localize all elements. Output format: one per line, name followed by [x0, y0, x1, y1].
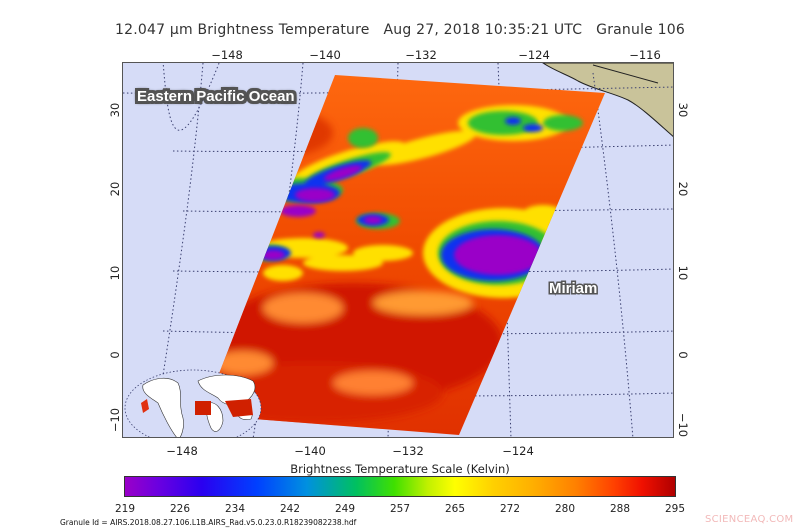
- colorbar-title: Brightness Temperature Scale (Kelvin): [290, 462, 510, 476]
- colorbar-tick: 265: [444, 503, 466, 515]
- colorbar-tick: 288: [609, 503, 631, 515]
- inset-world-map: [124, 369, 262, 437]
- left-lat-tick: −10: [108, 407, 122, 433]
- top-lon-tick: −124: [518, 48, 550, 62]
- colorbar-tick: 249: [334, 503, 356, 515]
- ocean-label: Eastern Pacific Ocean: [137, 88, 295, 105]
- map-panel[interactable]: Eastern Pacific Ocean Miriam: [122, 62, 674, 438]
- left-lat-tick: 30: [108, 102, 122, 118]
- map-graphic: Eastern Pacific Ocean Miriam: [123, 63, 673, 437]
- bottom-lon-tick: −124: [502, 444, 534, 458]
- granule-id: Granule Id = AIRS.2018.08.27.106.L1B.AIR…: [60, 518, 357, 527]
- colorbar-tick: 295: [664, 503, 686, 515]
- right-lat-tick: 20: [676, 181, 690, 197]
- storm-label: Miriam: [549, 280, 597, 297]
- bottom-lon-tick: −148: [166, 444, 198, 458]
- top-lon-tick: −140: [309, 48, 341, 62]
- right-lat-tick: 10: [676, 265, 690, 281]
- colorbar-tick: 257: [389, 503, 411, 515]
- right-lat-tick: 0: [676, 351, 690, 359]
- left-lat-tick: 10: [108, 265, 122, 281]
- colorbar-tick: 272: [499, 503, 521, 515]
- figure-title: 12.047 μm Brightness Temperature Aug 27,…: [115, 22, 685, 38]
- right-lat-tick: 30: [676, 102, 690, 118]
- left-lat-tick: 0: [108, 351, 122, 359]
- right-lat-tick: −10: [676, 412, 690, 438]
- watermark: SCIENCEAQ.COM: [705, 514, 794, 525]
- colorbar-tick: 234: [224, 503, 246, 515]
- top-lon-tick: −148: [211, 48, 243, 62]
- top-lon-tick: −116: [629, 48, 661, 62]
- colorbar: [124, 476, 676, 497]
- land-mass: [542, 63, 673, 137]
- bottom-lon-tick: −140: [294, 444, 326, 458]
- left-lat-tick: 20: [108, 181, 122, 197]
- colorbar-tick: 219: [114, 503, 136, 515]
- colorbar-tick: 226: [169, 503, 191, 515]
- colorbar-tick: 242: [279, 503, 301, 515]
- top-lon-tick: −132: [405, 48, 437, 62]
- bottom-lon-tick: −132: [392, 444, 424, 458]
- colorbar-tick: 280: [554, 503, 576, 515]
